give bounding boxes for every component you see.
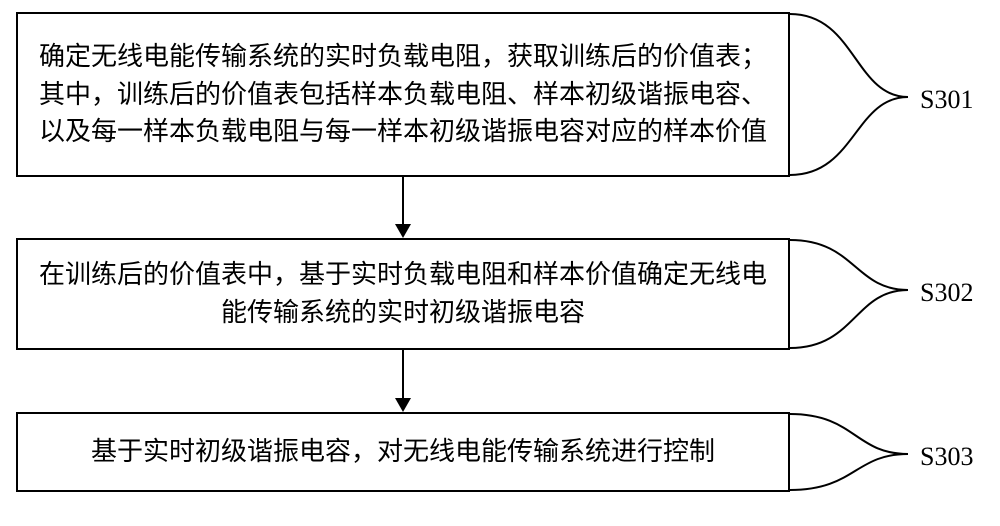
arrow-s301-s302	[383, 177, 423, 238]
flow-step-s302: 在训练后的价值表中，基于实时负载电阻和样本价值确定无线电能传输系统的实时初级谐振…	[16, 238, 790, 350]
arrow-s302-s303	[383, 350, 423, 412]
label-bracket-s303	[790, 412, 912, 492]
flow-step-s301: 确定无线电能传输系统的实时负载电阻，获取训练后的价值表；其中，训练后的价值表包括…	[16, 12, 790, 177]
flow-step-s303: 基于实时初级谐振电容，对无线电能传输系统进行控制	[16, 412, 790, 492]
step-label-s301: S301	[920, 85, 973, 115]
label-bracket-s301	[790, 12, 912, 177]
flowchart-canvas: 确定无线电能传输系统的实时负载电阻，获取训练后的价值表；其中，训练后的价值表包括…	[0, 0, 1000, 526]
step-label-s303: S303	[920, 442, 973, 472]
step-label-s302: S302	[920, 278, 973, 308]
label-bracket-s302	[790, 238, 912, 350]
